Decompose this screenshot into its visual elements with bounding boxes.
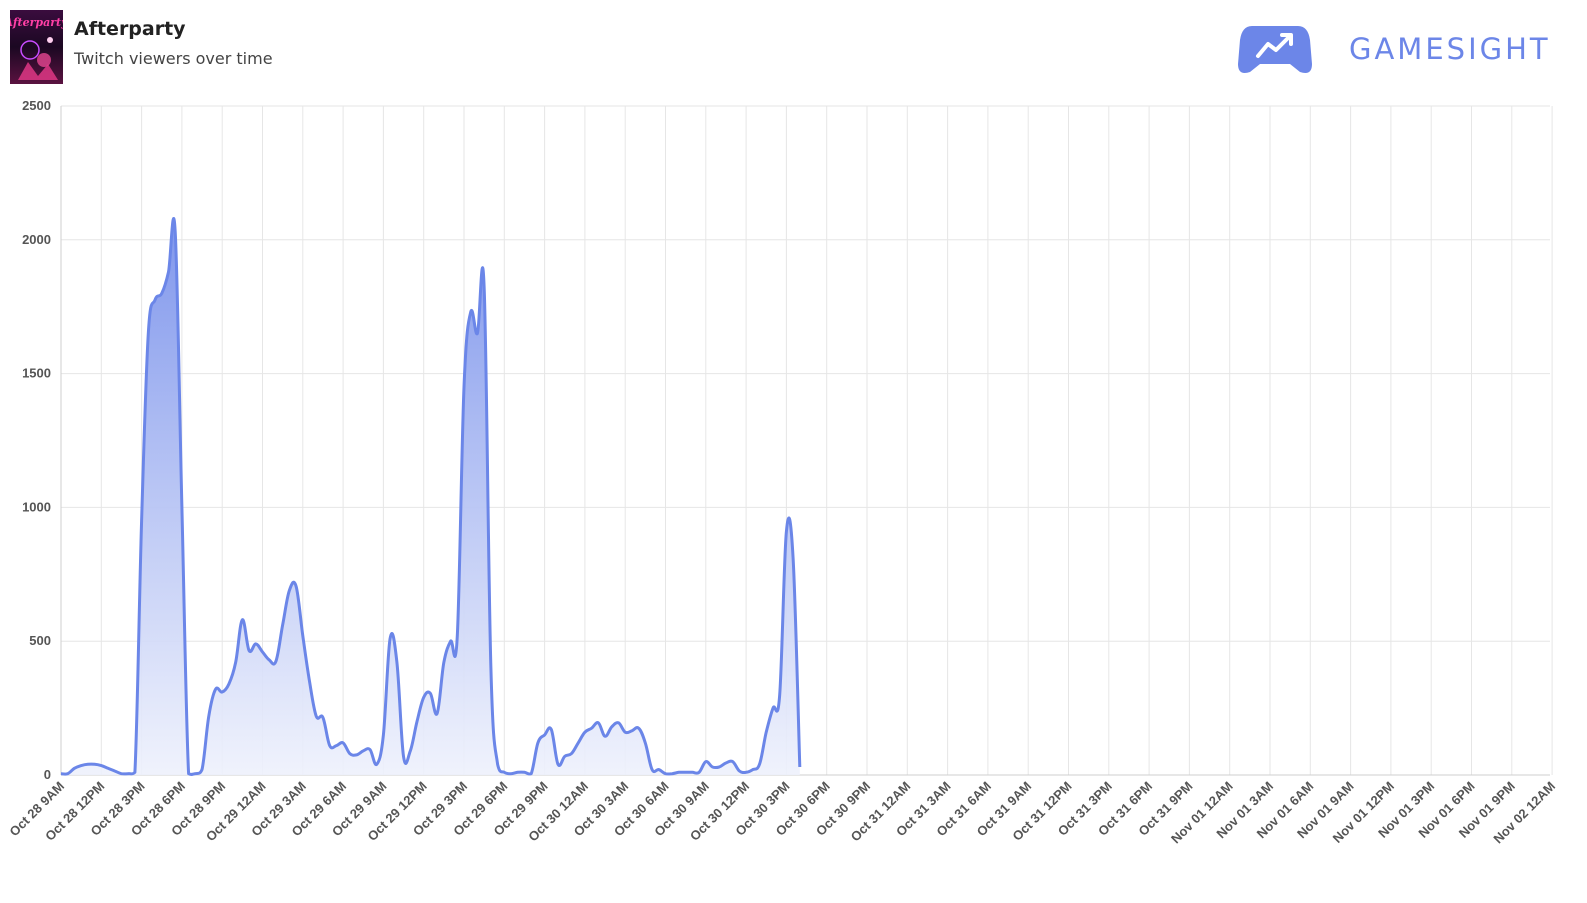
brand-name: GAMESIGHT: [1349, 32, 1551, 66]
svg-text:Afterparty: Afterparty: [10, 16, 63, 29]
chart-subtitle: Twitch viewers over time: [74, 49, 273, 68]
gamepad-trend-icon: [1238, 22, 1312, 76]
chart-header: Afterparty Afterparty Twitch viewers ove…: [0, 0, 1587, 95]
y-tick-label: 500: [29, 633, 51, 648]
y-axis-ticks: 0 500 1000 1500 2000 2500: [22, 98, 51, 782]
afterparty-cover-icon: Afterparty: [10, 10, 63, 84]
game-cover-image: Afterparty: [10, 10, 63, 84]
game-title: Afterparty: [74, 18, 186, 40]
viewers-line: [60, 217, 802, 776]
y-tick-label: 2000: [22, 232, 51, 247]
y-tick-label: 2500: [22, 98, 51, 113]
y-tick-label: 1500: [22, 366, 51, 381]
y-tick-label: 1000: [22, 499, 51, 514]
y-tick-label: 0: [44, 767, 51, 782]
